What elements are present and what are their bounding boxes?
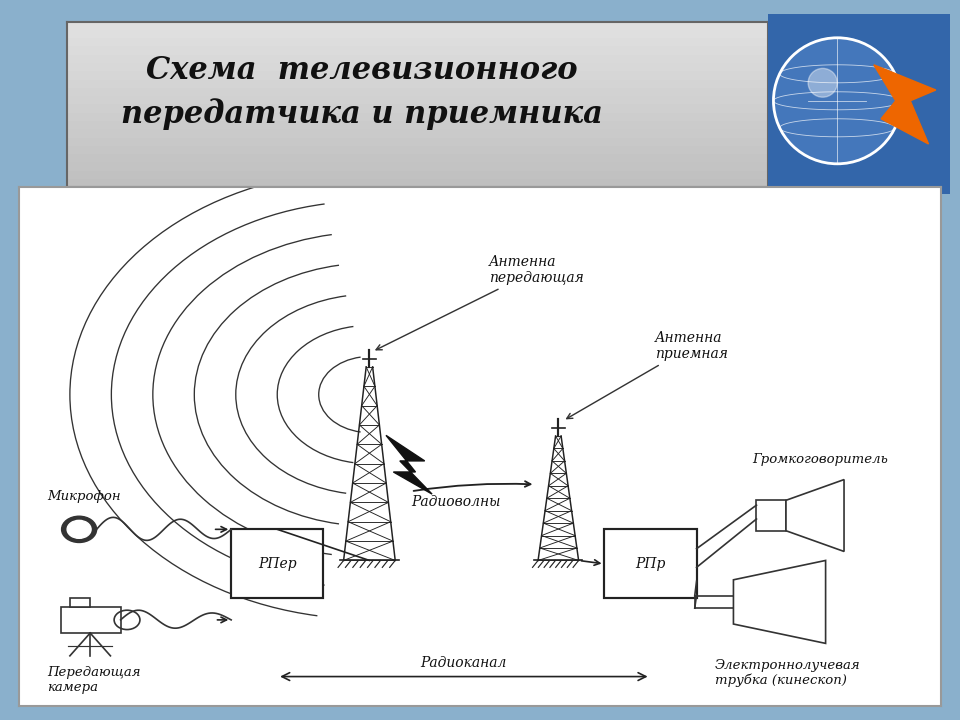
Polygon shape: [386, 436, 432, 494]
Circle shape: [774, 37, 901, 163]
Bar: [70, 598, 90, 607]
Bar: [60, 607, 121, 633]
Bar: [67, 138, 768, 145]
Text: Схема  телевизионного
передатчика и приемника: Схема телевизионного передатчика и прием…: [121, 55, 603, 130]
Bar: [67, 171, 768, 179]
Bar: [67, 55, 768, 63]
Text: Радиоволны: Радиоволны: [411, 495, 500, 509]
Bar: [67, 46, 768, 55]
Bar: [67, 71, 768, 80]
Bar: [67, 154, 768, 163]
Circle shape: [61, 516, 97, 542]
Bar: [67, 22, 768, 30]
Bar: [67, 63, 768, 71]
Bar: [67, 104, 768, 113]
Polygon shape: [786, 480, 844, 552]
Polygon shape: [733, 560, 826, 644]
Bar: [605, 529, 697, 598]
Bar: [67, 80, 768, 88]
Circle shape: [67, 521, 91, 539]
Bar: [231, 529, 324, 598]
Bar: [756, 500, 786, 531]
Text: РПер: РПер: [258, 557, 297, 571]
Bar: [67, 163, 768, 171]
Text: Передающая
камера: Передающая камера: [47, 665, 140, 693]
Bar: [67, 130, 768, 138]
Bar: [67, 121, 768, 130]
Text: Микрофон: Микрофон: [47, 490, 120, 503]
Text: Антенна
передающая: Антенна передающая: [376, 255, 584, 350]
Bar: [67, 96, 768, 104]
Polygon shape: [874, 65, 936, 144]
Bar: [67, 179, 768, 187]
Text: РПр: РПр: [636, 557, 665, 571]
Text: Громкоговоритель: Громкоговоритель: [752, 453, 888, 466]
Text: Электроннолучевая
трубка (кинескоп): Электроннолучевая трубка (кинескоп): [715, 659, 860, 687]
Bar: [67, 145, 768, 154]
Bar: [67, 88, 768, 96]
Circle shape: [808, 68, 837, 97]
Text: Радиоканал: Радиоканал: [420, 656, 507, 670]
Bar: [67, 113, 768, 121]
Bar: [67, 30, 768, 38]
Bar: [67, 38, 768, 46]
Text: Антенна
приемная: Антенна приемная: [566, 331, 728, 418]
